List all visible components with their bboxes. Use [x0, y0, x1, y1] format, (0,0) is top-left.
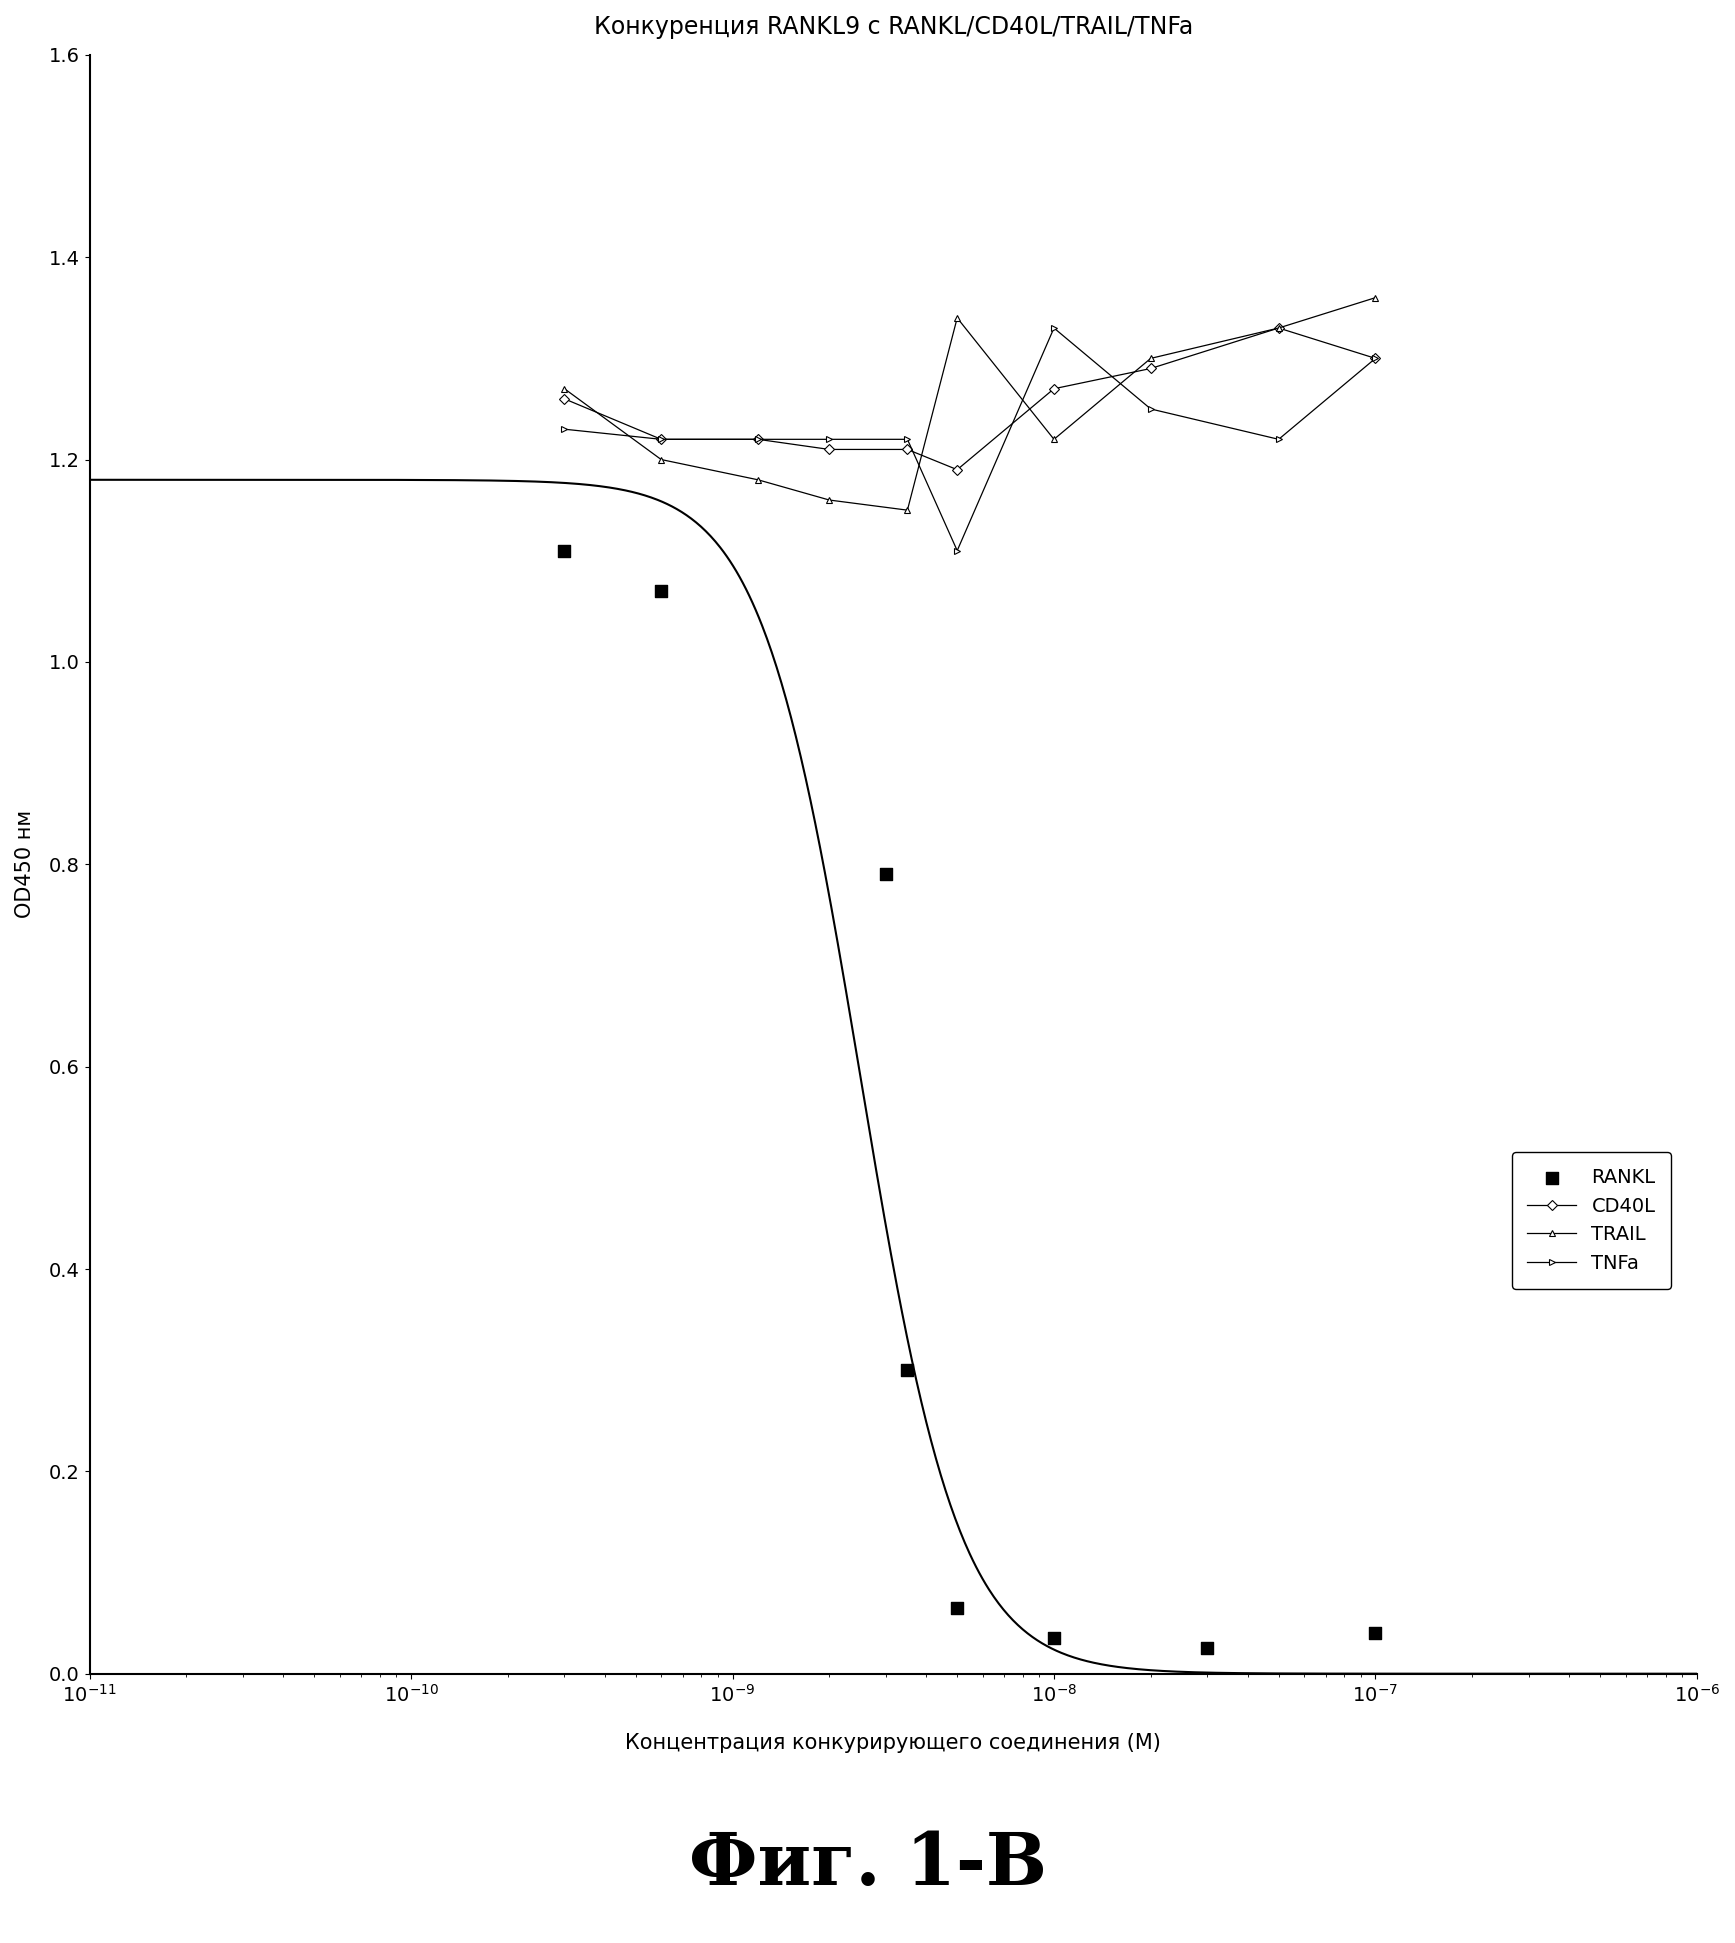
- TRAIL: [897, 499, 918, 523]
- Title: Конкуренция RANKL9 с RANKL/CD40L/TRAIL/TNFa: Конкуренция RANKL9 с RANKL/CD40L/TRAIL/T…: [593, 16, 1194, 39]
- TRAIL: [819, 488, 840, 511]
- CD40L: [1043, 377, 1064, 400]
- CD40L: [819, 437, 840, 460]
- RANKL: [894, 1354, 921, 1385]
- TNFa: [1268, 427, 1289, 451]
- TNFa: [1365, 346, 1386, 369]
- TRAIL: [748, 468, 769, 492]
- RANKL: [1194, 1632, 1221, 1663]
- TNFa: [819, 427, 840, 451]
- CD40L: [748, 427, 769, 451]
- CD40L: [651, 427, 671, 451]
- TRAIL: [651, 449, 671, 472]
- TNFa: [748, 427, 769, 451]
- Text: Фиг. 1-В: Фиг. 1-В: [689, 1828, 1046, 1900]
- X-axis label: Концентрация конкурирующего соединения (М): Концентрация конкурирующего соединения (…: [625, 1733, 1161, 1753]
- TRAIL: [947, 307, 968, 330]
- CD40L: [1140, 358, 1161, 381]
- Line: TNFa: TNFa: [560, 324, 1379, 554]
- TNFa: [1043, 317, 1064, 340]
- RANKL: [647, 575, 675, 606]
- RANKL: [873, 859, 900, 890]
- RANKL: [550, 534, 578, 565]
- TRAIL: [1365, 286, 1386, 309]
- TNFa: [651, 427, 671, 451]
- TRAIL: [1043, 427, 1064, 451]
- TNFa: [553, 418, 574, 441]
- CD40L: [947, 459, 968, 482]
- CD40L: [1268, 317, 1289, 340]
- TRAIL: [553, 377, 574, 400]
- TNFa: [1140, 396, 1161, 420]
- Y-axis label: OD450 нм: OD450 нм: [16, 810, 35, 919]
- RANKL: [1362, 1619, 1390, 1650]
- TRAIL: [1140, 346, 1161, 369]
- Line: TRAIL: TRAIL: [560, 293, 1379, 513]
- RANKL: [1039, 1622, 1067, 1653]
- RANKL: [944, 1593, 972, 1624]
- TNFa: [947, 538, 968, 562]
- TNFa: [897, 427, 918, 451]
- Legend: RANKL, CD40L, TRAIL, TNFa: RANKL, CD40L, TRAIL, TNFa: [1511, 1152, 1671, 1288]
- CD40L: [1365, 346, 1386, 369]
- TRAIL: [1268, 317, 1289, 340]
- Line: CD40L: CD40L: [560, 324, 1379, 474]
- CD40L: [897, 437, 918, 460]
- CD40L: [553, 387, 574, 410]
